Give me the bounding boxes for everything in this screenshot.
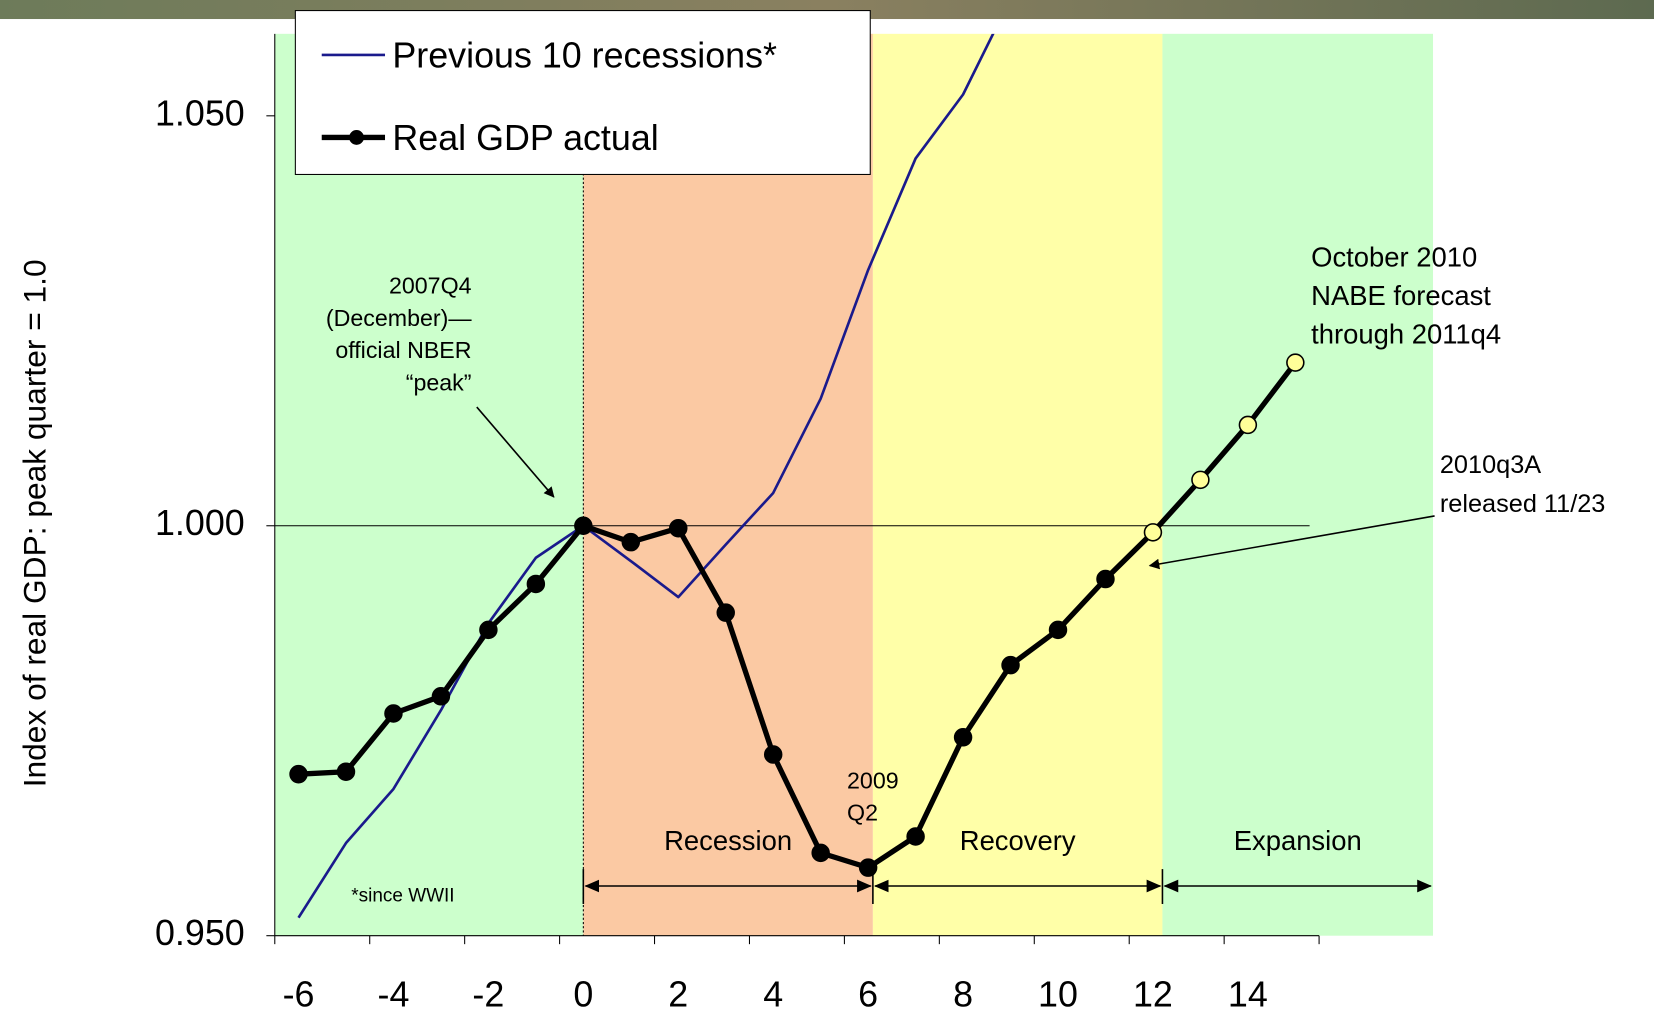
series-line — [297, 33, 995, 919]
annotation: released 11/23 — [1440, 490, 1606, 518]
annotation: 2009 — [847, 768, 899, 794]
annotation: 2010q3A — [1440, 451, 1541, 479]
data-point — [858, 858, 878, 877]
data-point — [479, 620, 498, 640]
annotation: through 2011q4 — [1311, 318, 1501, 349]
annotation: October 2010 — [1311, 241, 1477, 272]
data-point — [431, 687, 451, 706]
data-point — [336, 762, 356, 781]
annotation-arrow — [1148, 515, 1435, 570]
data-point — [1143, 523, 1163, 542]
x-tick-label: 10 — [1038, 974, 1078, 1014]
x-tick-label: 4 — [763, 974, 783, 1014]
y-tick-label: 1.050 — [155, 93, 245, 133]
annotation-arrow — [476, 406, 555, 498]
phase-label: Recovery — [960, 825, 1076, 856]
data-point — [621, 532, 641, 552]
y-tick-label: 1.000 — [155, 503, 245, 543]
data-point — [1001, 655, 1020, 675]
data-point — [1191, 470, 1210, 490]
series-line — [298, 361, 1298, 871]
annotation: “peak” — [406, 369, 472, 395]
x-tick-label: -4 — [378, 974, 410, 1014]
x-tick-label: -6 — [283, 974, 315, 1014]
phase-shade — [872, 33, 1163, 936]
data-point — [811, 843, 830, 863]
phase-label: Expansion — [1234, 825, 1362, 856]
x-tick-label: -2 — [472, 974, 504, 1014]
data-point — [906, 827, 925, 846]
annotation: (December)— — [326, 305, 472, 331]
data-point — [526, 574, 546, 594]
annotation: 2007Q4 — [389, 273, 472, 299]
pre-period-shade — [274, 33, 584, 936]
data-point — [1238, 415, 1258, 435]
x-tick-label: 0 — [573, 974, 593, 1014]
data-point — [763, 745, 783, 764]
legend-marker — [349, 130, 364, 145]
phase-label: Recession — [664, 825, 792, 856]
data-point — [716, 603, 735, 622]
annotation: Q2 — [847, 799, 878, 825]
x-tick-label: 2 — [668, 974, 688, 1014]
y-axis-label: Index of real GDP: peak quarter = 1.0 — [16, 259, 52, 787]
footnote: *since WWII — [351, 886, 454, 907]
annotation: official NBER — [335, 337, 471, 363]
x-tick-label: 8 — [953, 974, 973, 1014]
x-tick-label: 12 — [1133, 974, 1173, 1014]
legend-label: Previous 10 recessions* — [392, 36, 777, 76]
x-tick-label: 6 — [858, 974, 878, 1014]
data-point — [384, 704, 403, 723]
data-point — [1286, 353, 1305, 372]
data-point — [953, 728, 973, 747]
annotation: NABE forecast — [1311, 280, 1491, 311]
data-point — [1096, 569, 1115, 589]
legend-label: Real GDP actual — [392, 118, 658, 158]
data-point — [1048, 620, 1068, 640]
x-tick-label: 14 — [1228, 974, 1268, 1014]
phase-shade — [583, 33, 873, 936]
data-point — [669, 518, 688, 538]
legend-box — [294, 10, 871, 175]
y-tick-label: 0.950 — [155, 913, 245, 953]
data-point — [289, 764, 308, 784]
